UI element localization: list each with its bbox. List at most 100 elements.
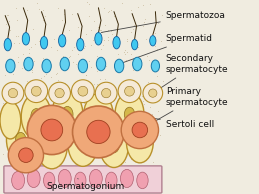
Ellipse shape (6, 59, 15, 73)
Point (21, 53, 25, 56)
Point (52, 143, 56, 146)
Point (5, 14, 10, 17)
Ellipse shape (25, 80, 48, 103)
Ellipse shape (118, 80, 141, 103)
Point (141, 25, 145, 28)
Point (22, 126, 26, 129)
Point (116, 53, 120, 56)
Point (142, 113, 146, 116)
Point (49, 136, 53, 139)
Point (33, 128, 37, 131)
Point (125, 40, 129, 43)
Point (1, 152, 5, 155)
Point (156, 110, 160, 113)
Point (3, 74, 7, 77)
Ellipse shape (55, 88, 64, 98)
Ellipse shape (132, 39, 138, 50)
Point (60, 136, 64, 139)
Ellipse shape (149, 89, 157, 97)
Point (131, 68, 135, 71)
Point (101, 44, 105, 47)
Point (57, 117, 62, 120)
Point (49, 145, 53, 148)
Point (35, 134, 39, 137)
Point (16, 61, 20, 64)
Point (92, 82, 96, 85)
Point (91, 38, 95, 41)
Point (17, 41, 21, 44)
Point (49, 75, 53, 78)
Point (92, 150, 97, 153)
Point (120, 67, 124, 70)
Point (64, 95, 68, 98)
Point (30, 70, 34, 74)
Point (135, 81, 140, 84)
Point (139, 153, 143, 156)
Ellipse shape (78, 86, 88, 96)
Point (52, 38, 56, 41)
Point (140, 99, 145, 102)
Point (41, 56, 45, 60)
FancyBboxPatch shape (4, 166, 162, 193)
Point (82, 46, 87, 49)
Point (10, 158, 14, 161)
Point (83, 61, 88, 64)
Point (117, 161, 121, 164)
Point (82, 123, 86, 126)
Point (110, 32, 114, 36)
Point (19, 154, 23, 157)
Point (102, 7, 106, 10)
Point (56, 6, 60, 9)
Point (16, 35, 20, 38)
Point (87, 2, 91, 5)
Point (44, 72, 48, 75)
Point (6, 13, 10, 16)
Ellipse shape (16, 133, 26, 147)
Point (32, 60, 36, 63)
Ellipse shape (12, 171, 25, 190)
Point (8, 29, 12, 32)
Point (43, 14, 47, 17)
Point (21, 120, 26, 123)
Point (61, 55, 65, 58)
Point (44, 112, 48, 115)
Point (4, 69, 8, 72)
Point (95, 54, 99, 57)
Point (148, 2, 152, 5)
Point (97, 143, 101, 146)
Point (1, 96, 5, 99)
Point (5, 40, 9, 43)
Ellipse shape (114, 59, 124, 73)
Point (41, 74, 46, 77)
Point (156, 21, 160, 24)
Ellipse shape (21, 94, 51, 139)
Point (106, 28, 110, 31)
Point (128, 153, 132, 156)
Point (153, 11, 157, 15)
Ellipse shape (115, 92, 144, 137)
Point (145, 55, 149, 58)
Point (22, 137, 26, 140)
Point (15, 18, 19, 22)
Ellipse shape (95, 33, 102, 45)
Point (25, 135, 29, 138)
Point (151, 160, 155, 163)
Ellipse shape (58, 169, 71, 188)
Point (54, 135, 58, 138)
Point (25, 9, 29, 12)
Point (19, 133, 23, 137)
Point (153, 44, 157, 47)
Ellipse shape (52, 91, 83, 138)
Point (25, 158, 30, 161)
Point (49, 46, 53, 49)
Point (8, 90, 12, 94)
Point (37, 40, 41, 43)
Point (109, 151, 113, 154)
Ellipse shape (19, 148, 33, 162)
Point (55, 72, 59, 75)
Ellipse shape (99, 124, 128, 167)
Point (61, 13, 66, 16)
Point (102, 144, 106, 147)
Point (7, 19, 11, 22)
Point (147, 116, 151, 119)
